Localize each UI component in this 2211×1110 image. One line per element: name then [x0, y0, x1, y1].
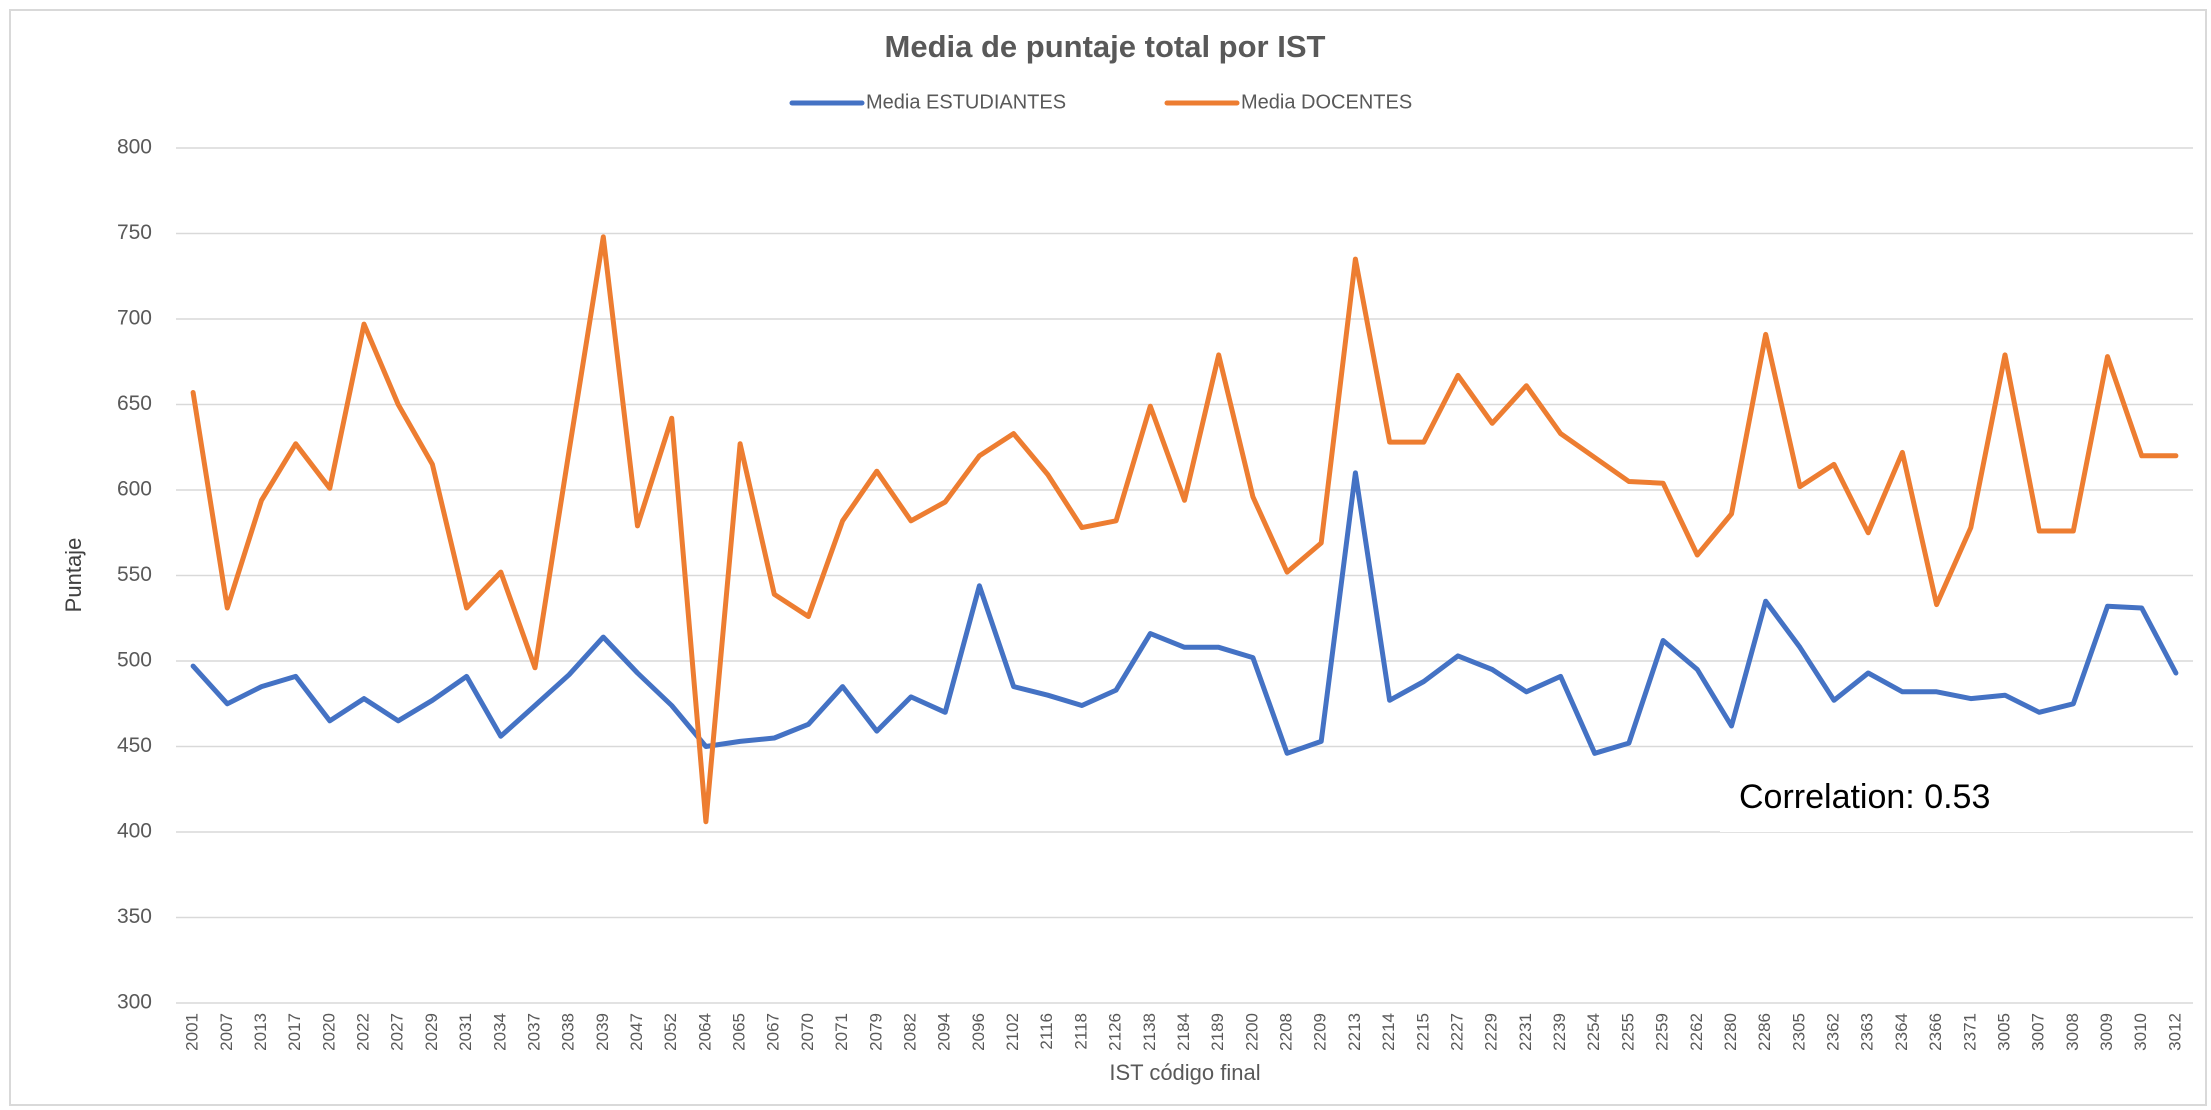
x-tick-label: 2255	[1618, 1013, 1637, 1051]
x-tick-label: 2208	[1277, 1013, 1296, 1051]
x-tick-label: 2007	[217, 1013, 236, 1051]
x-tick-label: 2017	[285, 1013, 304, 1051]
annotation-box	[1720, 770, 2070, 832]
x-tick-label: 3008	[2063, 1013, 2082, 1051]
x-tick-label: 3005	[1994, 1013, 2013, 1051]
y-tick-label: 800	[117, 136, 152, 159]
x-tick-label: 2126	[1106, 1013, 1125, 1051]
x-tick-label: 2214	[1379, 1013, 1398, 1051]
chart-title: Media de puntaje total por IST	[885, 29, 1326, 64]
x-tick-label: 2118	[1071, 1013, 1090, 1050]
x-tick-label: 2280	[1721, 1013, 1740, 1051]
x-tick-label: 2366	[1926, 1013, 1945, 1051]
y-tick-label: 650	[117, 392, 152, 415]
x-tick-label: 2082	[900, 1013, 919, 1051]
y-tick-label: 700	[117, 307, 152, 330]
x-axis-label: IST código final	[1109, 1060, 1260, 1085]
x-tick-label: 2001	[183, 1013, 202, 1051]
x-tick-label: 2200	[1242, 1013, 1261, 1051]
x-tick-label: 2102	[1003, 1013, 1022, 1051]
x-tick-label: 2037	[524, 1013, 543, 1051]
x-tick-label: 2305	[1789, 1013, 1808, 1051]
y-axis-label: Puntaje	[61, 538, 86, 613]
x-tick-label: 2286	[1755, 1013, 1774, 1051]
x-tick-label: 2070	[798, 1013, 817, 1051]
chart-border	[9, 9, 2207, 1106]
x-tick-label: 2013	[251, 1013, 270, 1051]
y-tick-label: 750	[117, 221, 152, 244]
x-tick-label: 2362	[1824, 1013, 1843, 1051]
x-tick-label: 2039	[593, 1013, 612, 1051]
x-tick-label: 2138	[1140, 1013, 1159, 1051]
x-tick-label: 2065	[730, 1013, 749, 1051]
y-tick-label: 500	[117, 649, 152, 672]
x-tick-label: 2022	[354, 1013, 373, 1051]
x-tick-label: 2371	[1960, 1013, 1979, 1051]
y-tick-label: 300	[117, 991, 152, 1014]
x-tick-label: 2363	[1858, 1013, 1877, 1051]
x-tick-label: 2096	[969, 1013, 988, 1051]
x-tick-label: 2079	[866, 1013, 885, 1051]
x-tick-label: 2229	[1482, 1013, 1501, 1051]
x-tick-label: 3010	[2131, 1013, 2150, 1051]
x-tick-label: 2029	[422, 1013, 441, 1051]
y-tick-label: 350	[117, 905, 152, 928]
legend-label: Media DOCENTES	[1241, 91, 1412, 113]
x-tick-label: 2209	[1311, 1013, 1330, 1051]
data-line	[190, 470, 2179, 756]
x-tick-label: 2259	[1653, 1013, 1672, 1051]
x-tick-label: 2227	[1447, 1013, 1466, 1051]
x-tick-label: 2094	[935, 1013, 954, 1051]
y-tick-label: 450	[117, 734, 152, 757]
data-line	[190, 234, 2179, 825]
x-tick-label: 2213	[1345, 1013, 1364, 1051]
x-tick-label: 2027	[388, 1013, 407, 1051]
x-tick-label: 2231	[1516, 1013, 1535, 1051]
x-tick-label: 3012	[2165, 1013, 2184, 1051]
x-tick-label: 2067	[764, 1013, 783, 1051]
x-tick-label: 2052	[661, 1013, 680, 1051]
x-tick-label: 2254	[1584, 1013, 1603, 1051]
x-tick-label: 2047	[627, 1013, 646, 1051]
x-tick-label: 3007	[2029, 1013, 2048, 1051]
x-tick-label: 3009	[2097, 1013, 2116, 1051]
x-tick-label: 2215	[1413, 1013, 1432, 1051]
x-tick-label: 2064	[695, 1013, 714, 1051]
annotation: Correlation: 0.53	[1739, 778, 1990, 816]
y-tick-label: 400	[117, 820, 152, 843]
x-tick-label: 2034	[490, 1013, 509, 1051]
x-tick-label: 2239	[1550, 1013, 1569, 1051]
x-tick-label: 2116	[1037, 1013, 1056, 1050]
x-tick-label: 2020	[319, 1013, 338, 1051]
x-tick-label: 2031	[456, 1013, 475, 1051]
legend-label: Media ESTUDIANTES	[866, 91, 1066, 113]
y-tick-label: 600	[117, 478, 152, 501]
x-tick-label: 2262	[1687, 1013, 1706, 1051]
x-tick-label: 2184	[1174, 1013, 1193, 1051]
x-tick-label: 2038	[559, 1013, 578, 1051]
x-tick-label: 2189	[1208, 1013, 1227, 1051]
x-tick-label: 2364	[1892, 1013, 1911, 1051]
y-tick-label: 550	[117, 563, 152, 586]
x-tick-label: 2071	[832, 1013, 851, 1051]
